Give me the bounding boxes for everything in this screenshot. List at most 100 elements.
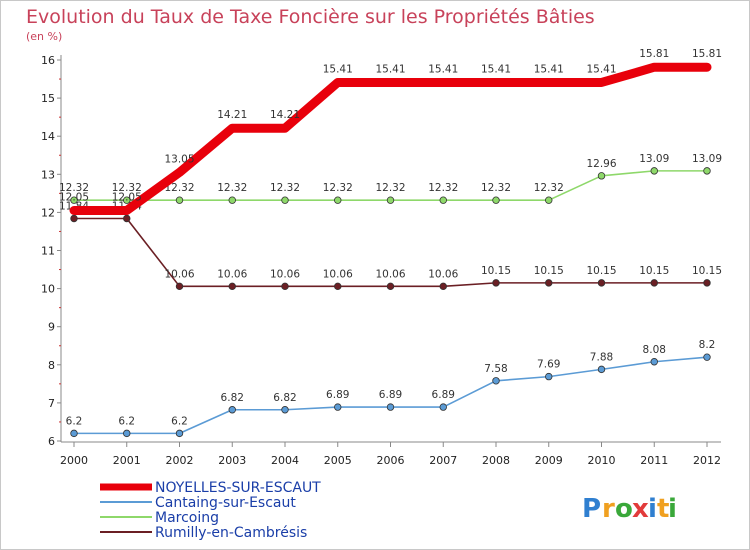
data-label: 7.69 [537, 359, 560, 371]
data-label: 12.32 [323, 182, 353, 194]
logo-letter: i [648, 494, 657, 524]
data-label: 10.15 [692, 265, 722, 277]
data-label: 8.2 [699, 339, 716, 351]
data-point [123, 196, 131, 204]
data-point [545, 372, 553, 381]
data-point [703, 279, 711, 287]
data-point [386, 196, 395, 204]
chart-title: Evolution du Taux de Taxe Foncière sur l… [26, 6, 595, 28]
logo-letter: r [602, 494, 615, 524]
data-label: 12.32 [270, 182, 300, 194]
data-label: 14.21 [217, 109, 247, 121]
data-label: 12.32 [164, 182, 194, 194]
data-point [597, 365, 606, 374]
legend-item: Cantaing-sur-Escaut [100, 495, 296, 511]
logo-letter: o [615, 494, 633, 524]
logo-letter: x [632, 494, 649, 524]
data-label: 6.89 [432, 389, 455, 401]
legend-label: Rumilly-en-Cambrésis [155, 525, 307, 541]
data-label: 10.06 [375, 268, 405, 280]
data-point [650, 167, 658, 175]
data-label: 10.15 [586, 265, 616, 277]
data-point [70, 196, 78, 204]
data-point [386, 403, 395, 411]
y-tick-label: 11 [41, 245, 55, 258]
data-point [439, 196, 447, 204]
data-label: 6.2 [171, 415, 188, 427]
data-point [123, 214, 131, 223]
data-label: 14.21 [270, 109, 300, 121]
data-label: 6.82 [221, 392, 244, 404]
data-point [545, 279, 553, 287]
legend-label: NOYELLES-SUR-ESCAUT [155, 480, 321, 496]
data-point [703, 353, 711, 361]
x-tick-label: 2008 [482, 454, 510, 467]
data-label: 6.82 [273, 392, 296, 404]
data-label: 10.06 [323, 268, 353, 280]
data-point [334, 282, 342, 291]
series-marcoing: 12.32 12.32 12.32 12.32 12.32 12.32 12.32 12.32… [59, 153, 722, 204]
data-label: 15.41 [481, 63, 511, 75]
data-point [70, 429, 78, 438]
data-point [650, 358, 658, 366]
data-label: 8.08 [643, 344, 666, 356]
data-label: 13.09 [692, 153, 722, 165]
data-point [439, 403, 447, 411]
data-label: 12.32 [375, 182, 405, 194]
legend: NOYELLES-SUR-ESCAUTCantaing-sur-EscautMa… [100, 480, 321, 541]
data-point [334, 403, 342, 411]
data-label: 10.06 [428, 268, 458, 280]
data-point [175, 282, 184, 291]
data-label: 10.06 [270, 268, 300, 280]
logo-letter: i [668, 494, 677, 524]
y-tick-label: 8 [48, 359, 55, 372]
y-tick-label: 10 [41, 283, 55, 296]
data-point [228, 282, 236, 291]
data-label: 6.89 [379, 389, 402, 401]
data-label: 15.41 [375, 63, 405, 75]
data-label: 13.09 [639, 153, 669, 165]
x-tick-label: 2006 [377, 454, 405, 467]
data-label: 12.96 [586, 158, 616, 170]
series-line [69, 62, 712, 215]
data-label: 12.32 [112, 182, 142, 194]
data-label: 7.88 [590, 351, 613, 363]
data-point [281, 282, 289, 291]
x-tick-label: 2011 [640, 454, 668, 467]
data-label: 15.81 [639, 48, 669, 60]
data-label: 15.81 [692, 48, 722, 60]
logo-letter: t [657, 494, 669, 524]
data-label: 6.2 [66, 415, 83, 427]
data-point [492, 377, 500, 385]
y-tick-label: 16 [41, 54, 55, 67]
x-tick-label: 2009 [535, 454, 563, 467]
data-point [334, 196, 342, 204]
y-tick-label: 12 [41, 206, 55, 219]
y-tick-label: 15 [41, 92, 55, 105]
data-point [492, 279, 500, 287]
data-point [439, 282, 447, 291]
legend-label: Cantaing-sur-Escaut [155, 495, 296, 511]
data-label: 13.05 [164, 153, 194, 165]
x-tick-label: 2010 [588, 454, 616, 467]
axes: 6 7 8 9 10 11 12 13 14 15 16 2000 2001 2002 2003 2004 20… [41, 54, 721, 467]
data-label: 15.41 [586, 63, 616, 75]
data-label: 6.89 [326, 389, 349, 401]
legend-item: NOYELLES-SUR-ESCAUT [100, 480, 321, 496]
y-tick-label: 13 [41, 168, 55, 181]
y-tick-label: 6 [48, 435, 55, 448]
data-label: 12.32 [217, 182, 247, 194]
data-label: 15.41 [323, 63, 353, 75]
series-noyelles-sur-escaut: 12.05 12.05 13.05 14.21 14.21 15.41 15.41 15.41… [59, 48, 722, 215]
data-point [545, 196, 553, 204]
series-cantaing-sur-escaut: 6.2 6.2 6.2 6.82 6.82 6.89 6.89 6.89 7.58 7.69 7.8… [66, 339, 716, 438]
data-label: 10.15 [639, 265, 669, 277]
logo-letter: P [582, 494, 601, 524]
data-label: 10.15 [534, 265, 564, 277]
data-label: 15.41 [428, 63, 458, 75]
x-tick-label: 2012 [693, 454, 721, 467]
